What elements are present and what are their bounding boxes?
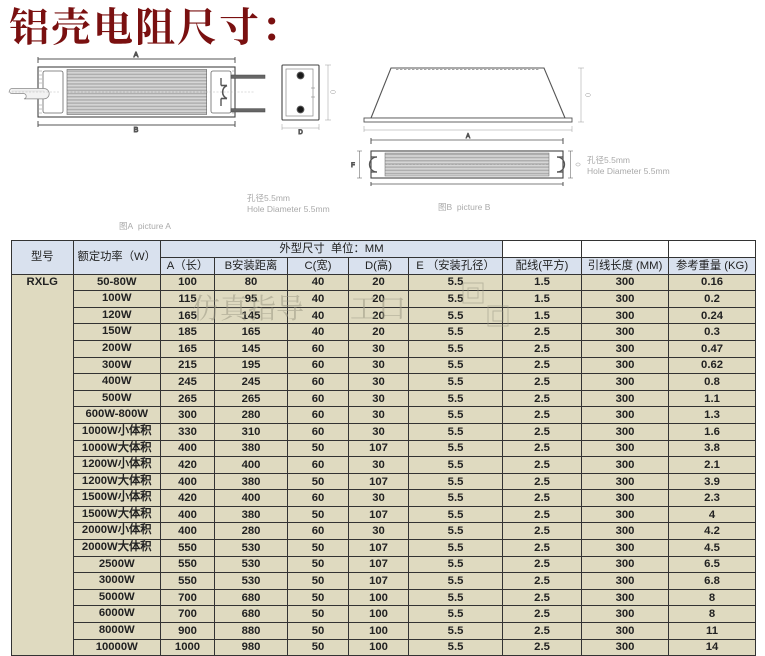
svg-text:B: B: [134, 127, 139, 134]
svg-text:F: F: [351, 163, 355, 169]
svg-text:D: D: [298, 130, 303, 136]
svg-text:A: A: [466, 134, 470, 140]
svg-text:A: A: [134, 52, 139, 59]
